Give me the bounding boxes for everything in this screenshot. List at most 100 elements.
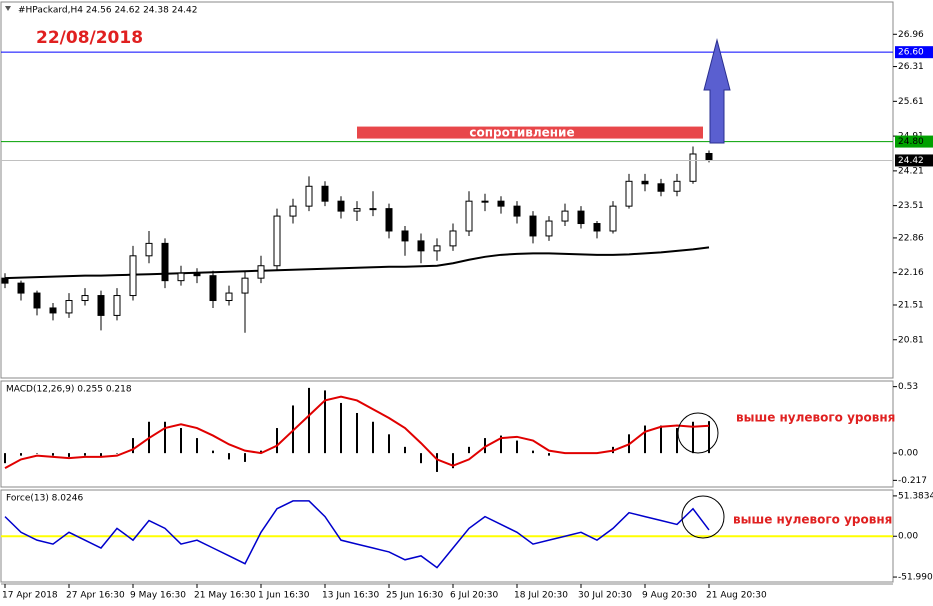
y-tick-label: 20.81	[898, 335, 924, 345]
candle-body	[657, 183, 665, 192]
macd-bar	[436, 453, 438, 472]
price-label-box	[895, 154, 933, 167]
candle-body	[337, 200, 345, 212]
candle-body	[449, 230, 457, 247]
candle-body	[641, 180, 649, 185]
y-tick-label: 22.86	[898, 233, 924, 243]
macd-bar	[420, 453, 422, 464]
macd-bar	[132, 438, 134, 454]
moving-average	[4, 246, 710, 280]
candle-body	[177, 272, 185, 282]
y-tick-label: 51.3834	[898, 491, 933, 501]
candle-body	[689, 153, 697, 182]
candle-body	[49, 307, 57, 314]
pane-title: MACD(12,26,9) 0.255 0.218	[6, 385, 132, 395]
candle-body	[17, 282, 25, 294]
candle-body	[609, 205, 617, 232]
candle-body	[129, 255, 137, 297]
candle-body	[353, 208, 361, 212]
macd-bar	[388, 434, 390, 454]
candle-body	[673, 180, 681, 192]
candle-body	[161, 242, 169, 282]
candle-body	[497, 200, 505, 207]
resistance-zone	[357, 126, 703, 139]
macd-bar	[20, 453, 22, 456]
macd-bar	[84, 453, 86, 456]
macd-bar	[500, 435, 502, 454]
macd-bar	[644, 425, 646, 454]
macd-bar	[68, 453, 70, 457]
y-tick-label: 0.00	[898, 449, 918, 459]
x-tick-label: 18 Jul 20:30	[514, 591, 568, 601]
pane-frame	[0, 380, 894, 488]
candle-body	[321, 185, 329, 202]
macd-bar	[196, 438, 198, 454]
symbol-icon	[5, 6, 11, 11]
candle-body	[113, 295, 121, 316]
macd-bar	[100, 453, 102, 457]
macd-bar	[180, 428, 182, 454]
macd-bar	[356, 412, 358, 454]
macd-bar	[404, 446, 406, 454]
candle-body	[577, 210, 585, 225]
candle-body	[385, 208, 393, 232]
macd-bar	[212, 450, 214, 454]
candle-body	[305, 185, 313, 207]
highlight-circle	[681, 495, 725, 539]
macd-bar	[340, 402, 342, 454]
candle-body	[705, 152, 713, 161]
candle-body	[481, 200, 489, 203]
y-tick-label: -0.217	[898, 476, 927, 486]
macd-bar	[228, 453, 230, 460]
x-tick-label: 30 Jul 20:30	[578, 591, 632, 601]
macd-bar	[516, 440, 518, 454]
macd-bar	[260, 450, 262, 454]
macd-bar	[276, 428, 278, 454]
x-tick-label: 17 Apr 2018	[2, 591, 58, 601]
macd-bar	[324, 390, 326, 454]
candle-body	[193, 272, 201, 277]
candle-body	[545, 220, 553, 237]
x-tick-label: 13 Jun 16:30	[322, 591, 379, 601]
y-tick-label: 21.51	[898, 300, 924, 310]
pane-title: Force(13) 8.0246	[6, 494, 83, 504]
x-tick-label: 9 Aug 20:30	[642, 591, 697, 601]
candle-body	[65, 300, 73, 314]
y-tick-label: -51.9903	[898, 573, 933, 583]
macd-bar	[52, 453, 54, 456]
macd-bar	[532, 450, 534, 454]
candle-body	[369, 208, 377, 211]
date-label: 22/08/2018	[36, 28, 143, 48]
macd-bar	[452, 453, 454, 469]
price-label: 24.80	[898, 137, 924, 147]
candle-body	[33, 292, 41, 309]
macd-bar	[372, 421, 374, 454]
price-label: 24.42	[898, 156, 924, 166]
x-tick-label: 21 May 16:30	[194, 591, 256, 601]
arrow-up	[703, 38, 731, 144]
x-tick-label: 25 Jun 16:30	[386, 591, 443, 601]
price-label: 26.60	[898, 48, 924, 58]
macd-bar	[676, 428, 678, 454]
pane-title: #HPackard,H4 24.56 24.62 24.38 24.42	[18, 6, 197, 16]
macd-bar	[692, 421, 694, 454]
macd-bar	[484, 438, 486, 454]
candle-body	[401, 230, 409, 242]
x-tick-label: 21 Aug 20:30	[706, 591, 767, 601]
signal-line	[4, 395, 710, 470]
candle-body	[241, 277, 249, 294]
resistance-label: сопротивление	[469, 126, 574, 140]
macd-bar	[164, 421, 166, 454]
candle-body	[1, 277, 9, 284]
annotation: выше нулевого уровня	[736, 411, 895, 425]
candle-body	[225, 292, 233, 302]
candle-body	[257, 265, 265, 279]
candle-body	[433, 245, 441, 252]
macd-bar	[708, 421, 710, 454]
candle-body	[465, 200, 473, 232]
macd-bar	[36, 453, 38, 454]
macd-bar	[468, 446, 470, 454]
macd-bar	[660, 425, 662, 454]
candle-body	[593, 223, 601, 232]
